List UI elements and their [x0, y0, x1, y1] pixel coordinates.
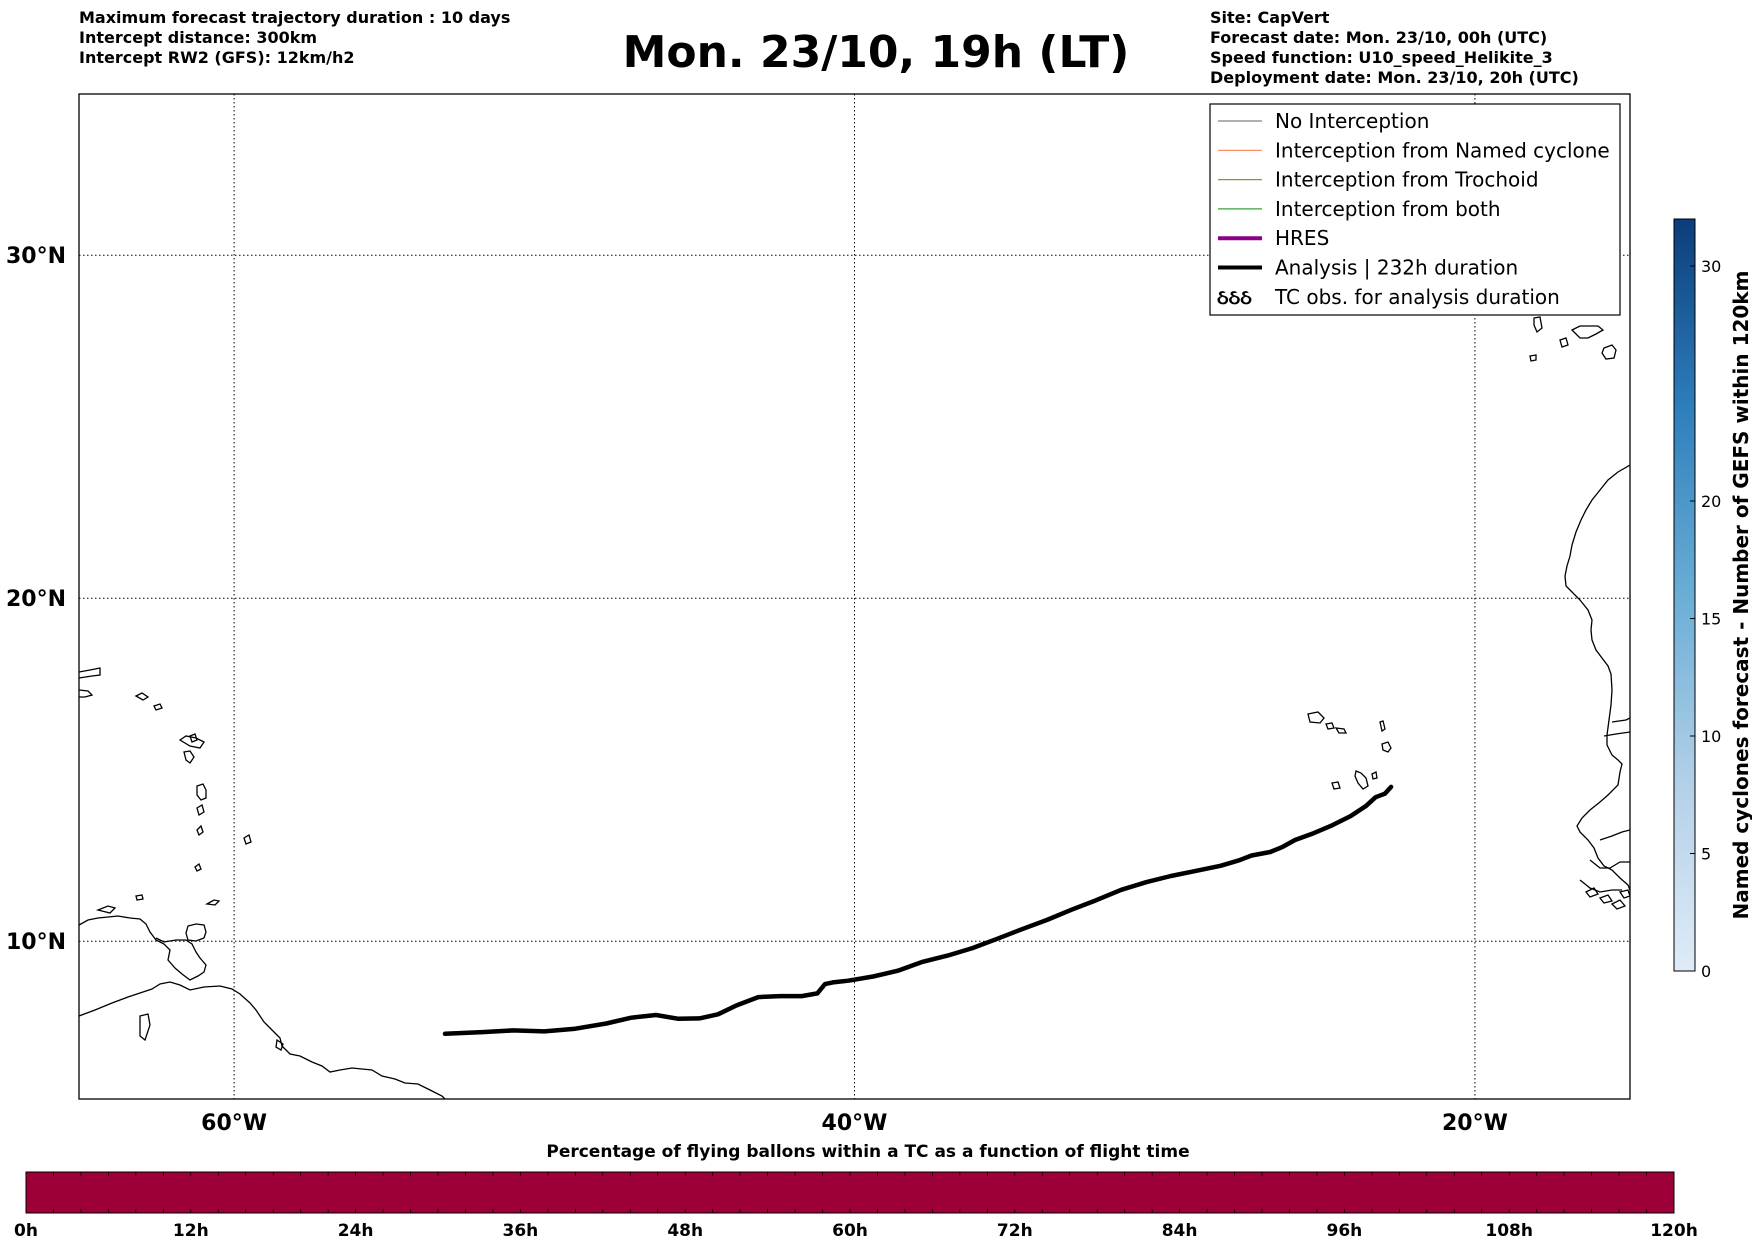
latitude-label: 30°N: [6, 244, 66, 269]
coastline-small-south: [139, 1013, 151, 1042]
colorbar-bottom-minor-ticks: [53, 1172, 1647, 1213]
colorbar-right: Named cyclones forecast - Number of GEFS…: [1673, 218, 1752, 981]
colorbar-bottom-tick-label: 36h: [503, 1221, 539, 1241]
coastline-africa-bissau: [1579, 829, 1630, 893]
colorbar-right-tick-label: 20: [1701, 492, 1721, 511]
coastline-bijagos: [1584, 887, 1630, 910]
header-info-left: Maximum forecast trajectory duration : 1…: [79, 8, 510, 68]
longitude-label: 40°W: [822, 1111, 888, 1136]
colorbar-right-tick-label: 30: [1701, 257, 1721, 276]
legend-label: TC obs. for analysis duration: [1274, 285, 1560, 309]
speed-function-text: Speed function: U10_speed_Helikite_3: [1210, 48, 1553, 67]
coastlines: [79, 316, 1630, 1099]
colorbar-bottom-tick-label: 24h: [338, 1221, 374, 1241]
legend-label: HRES: [1275, 226, 1329, 250]
colorbar-bottom-tick-label: 120h: [1650, 1221, 1698, 1241]
coastline-lake-maracaibo: [79, 915, 207, 981]
coastline-cape-verde-sao-vicente: [1325, 722, 1335, 730]
forecast-date-text: Forecast date: Mon. 23/10, 00h (UTC): [1210, 28, 1548, 47]
colorbar-bottom-bar: [25, 1171, 1675, 1214]
colorbar-bottom-tick-labels: 0h 12h 24h 36h 48h 60h 72h 84h 96h 108h 120h: [14, 1221, 1698, 1241]
colorbar-right-tick-label: 0: [1701, 962, 1711, 981]
colorbar-right-tick-label: 5: [1701, 845, 1711, 864]
coastline-curacao: [95, 905, 117, 914]
coastline-st-lucia: [196, 804, 205, 816]
coastline-cape-verde-sao-nicolau: [1334, 727, 1348, 734]
coastline-leewards: [178, 735, 205, 749]
coastline-st-vincent: [196, 824, 204, 837]
coastline-puerto-rico: [79, 667, 101, 679]
coastline-la-palma: [1533, 316, 1543, 334]
coastline-gomera: [1529, 354, 1537, 362]
coastline-cape-verde-boavista: [1381, 741, 1392, 753]
colorbar-bottom-tick-label: 12h: [173, 1221, 209, 1241]
analysis-track-line: [442, 784, 1394, 1037]
coastline-barbados: [243, 834, 252, 845]
coastline-cape-verde-santo-antao: [1307, 711, 1325, 724]
coastline-trinidad: [185, 923, 207, 942]
coastline-west-africa: [1564, 464, 1630, 891]
deployment-date-text: Deployment date: Mon. 23/10, 20h (UTC): [1210, 68, 1579, 87]
legend-label: No Interception: [1275, 109, 1429, 133]
header-info-right: Site: CapVert Forecast date: Mon. 23/10,…: [1210, 8, 1579, 88]
coastline-cape-verde-fogo: [1331, 781, 1341, 790]
legend-label: Analysis | 232h duration: [1275, 256, 1518, 280]
colorbar-right-tick-label: 10: [1701, 727, 1721, 746]
colorbar-bottom-title: Percentage of flying ballons within a TC…: [546, 1142, 1189, 1162]
latitude-labels: 10°N 20°N 30°N: [6, 244, 66, 955]
longitude-label: 20°W: [1442, 1111, 1508, 1136]
legend: No Interception Interception from Named c…: [1209, 103, 1621, 316]
intercept-distance-text: Intercept distance: 300km: [79, 28, 318, 47]
coastline-hispaniola-east: [79, 689, 94, 698]
colorbar-right-gradient: [1673, 218, 1696, 972]
colorbar-bottom-tick-label: 0h: [14, 1221, 38, 1241]
colorbar-bottom-tick-label: 108h: [1485, 1221, 1533, 1241]
coastline-martinique: [196, 783, 207, 801]
colorbar-bottom-tick-label: 72h: [997, 1221, 1033, 1241]
legend-label: Interception from Trochoid: [1275, 168, 1539, 192]
coastline-guadeloupe: [183, 750, 195, 764]
intercept-rw2-text: Intercept RW2 (GFS): 12km/h2: [79, 48, 355, 67]
coastline-cape-verde-sal: [1379, 720, 1386, 733]
colorbar-right-label: Named cyclones forecast - Number of GEFS…: [1729, 271, 1752, 920]
coastline-virgin-islands: [134, 692, 163, 711]
latitude-label: 10°N: [6, 930, 66, 955]
coastline-south-america: [79, 981, 446, 1099]
coastline-tenerife: [1559, 337, 1569, 348]
cyclone-symbol-icon: ઠઠઠ: [1217, 285, 1252, 309]
coastline-abc: [135, 894, 144, 901]
colorbar-bottom-tick-label: 96h: [1327, 1221, 1363, 1241]
coastline-tobago: [204, 899, 221, 906]
colorbar-right-tick-label: 15: [1701, 610, 1721, 629]
site-text: Site: CapVert: [1210, 8, 1330, 27]
coastline-senegal-detail: [1603, 717, 1630, 737]
coastline-grenada: [194, 862, 202, 872]
colorbar-bottom-tick-label: 48h: [667, 1221, 703, 1241]
max-duration-text: Maximum forecast trajectory duration : 1…: [79, 8, 511, 27]
legend-label: Interception from Named cyclone: [1275, 138, 1610, 162]
coastline-cape-verde-santiago: [1354, 770, 1369, 790]
coastline-lanzarote: [1570, 325, 1605, 339]
longitude-label: 60°W: [201, 1111, 267, 1136]
coastline-guyana-patches: [275, 1038, 284, 1051]
coastline-cape-verde-maio: [1371, 771, 1378, 780]
coastline-antigua: [189, 733, 198, 743]
legend-box: [1209, 103, 1621, 316]
colorbar-bottom-tick-label: 84h: [1162, 1221, 1198, 1241]
page-title: Mon. 23/10, 19h (LT): [622, 27, 1130, 78]
longitude-labels: 60°W 40°W 20°W: [201, 1111, 1508, 1136]
colorbar-bottom-tick-label: 60h: [832, 1221, 868, 1241]
coastline-gran-canaria: [1601, 344, 1617, 360]
legend-label: Interception from both: [1275, 197, 1501, 221]
colorbar-bottom: Percentage of flying ballons within a TC…: [14, 1142, 1698, 1241]
latitude-label: 20°N: [6, 587, 66, 612]
